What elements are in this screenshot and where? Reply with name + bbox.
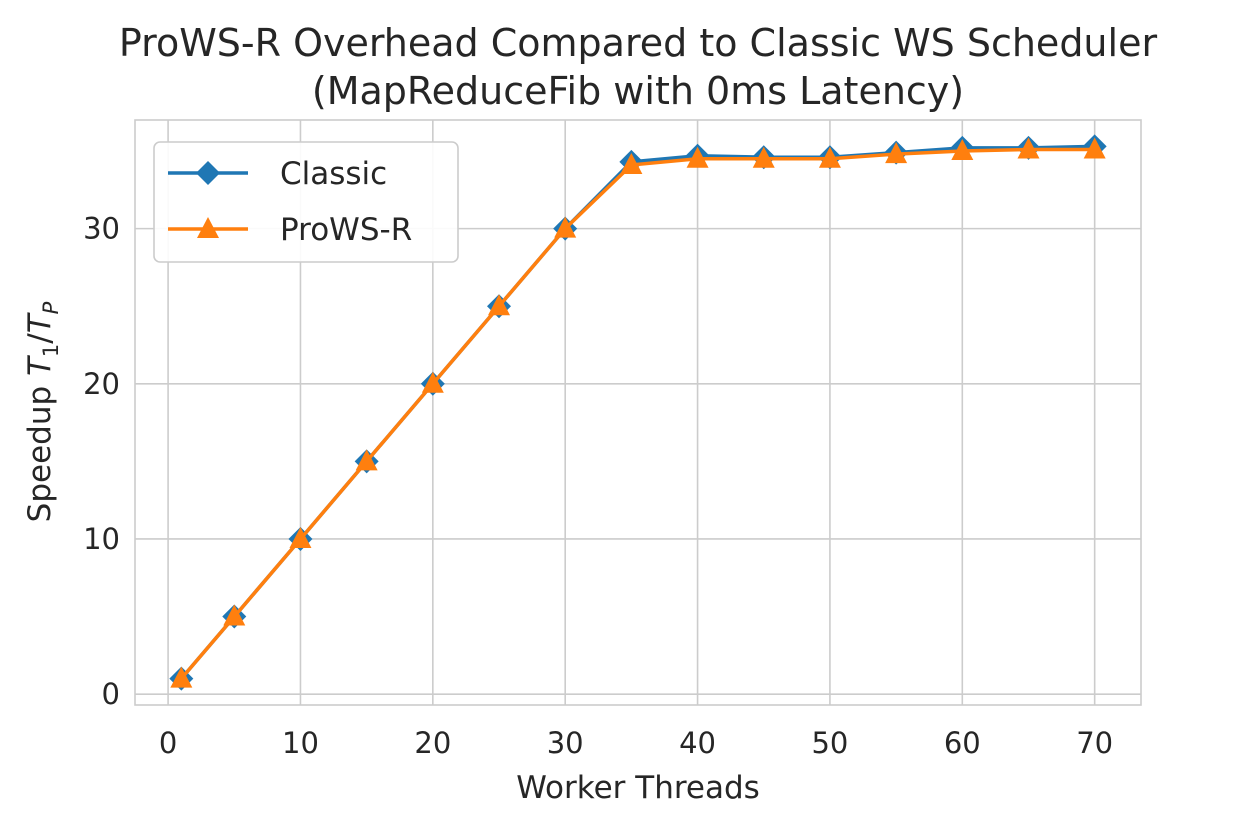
y-tick-labels: 0 10 20 30	[83, 212, 120, 712]
y-axis-label-T1: T	[22, 355, 58, 376]
plot-frame	[134, 119, 1142, 706]
data-point-prows-r	[752, 146, 775, 168]
chart-title-line2: (MapReduceFib with 0ms Latency)	[312, 69, 964, 113]
y-axis-label-subP: P	[39, 301, 63, 314]
data-point-prows-r	[686, 146, 709, 168]
data-point-prows-r	[951, 139, 974, 161]
x-tick-label: 70	[1076, 726, 1113, 760]
data-point-prows-r	[885, 142, 908, 164]
data-point-prows-r	[1083, 137, 1106, 159]
x-tick-label: 0	[159, 726, 177, 760]
data-point-prows-r	[554, 216, 577, 238]
x-tick-label: 40	[679, 726, 716, 760]
data-point-prows-r	[170, 666, 193, 688]
legend-label-prows-r: ProWS-R	[280, 212, 412, 248]
data-point-prows-r	[488, 294, 511, 316]
data-point-prows-r	[620, 153, 643, 174]
x-tick-label: 30	[547, 726, 584, 760]
y-axis-label: Speedup T1/TP	[22, 301, 63, 522]
x-tick-labels: 0 10 20 30 40 50 60 70	[159, 726, 1113, 760]
legend-marker-classic	[196, 161, 220, 185]
x-axis-label: Worker Threads	[516, 770, 760, 806]
data-point-prows-r	[289, 526, 312, 548]
x-tick-label: 10	[282, 726, 319, 760]
chart-title-line1: ProWS-R Overhead Compared to Classic WS …	[119, 21, 1158, 65]
y-axis-label-T2: T	[22, 312, 58, 333]
y-tick-label: 20	[83, 367, 120, 401]
series-layer	[169, 134, 1107, 691]
data-point-prows-r	[355, 449, 378, 471]
data-point-prows-r	[818, 146, 841, 168]
x-tick-label: 60	[944, 726, 981, 760]
y-axis-label-slash: /	[22, 333, 58, 344]
y-axis-label-sub1: 1	[39, 344, 63, 357]
legend: Classic ProWS-R	[153, 141, 459, 263]
y-axis-label-prefix: Speedup	[22, 376, 58, 522]
legend-marker-prows-r	[197, 217, 219, 238]
data-point-prows-r	[223, 604, 246, 626]
y-tick-label: 0	[102, 677, 120, 711]
series-prows-r	[170, 137, 1106, 688]
x-tick-label: 50	[811, 726, 848, 760]
data-point-prows-r	[421, 371, 444, 393]
y-tick-label: 10	[83, 522, 120, 556]
legend-label-classic: Classic	[280, 156, 387, 192]
y-tick-label: 30	[83, 212, 120, 246]
x-tick-label: 20	[414, 726, 451, 760]
data-point-prows-r	[1017, 137, 1040, 159]
